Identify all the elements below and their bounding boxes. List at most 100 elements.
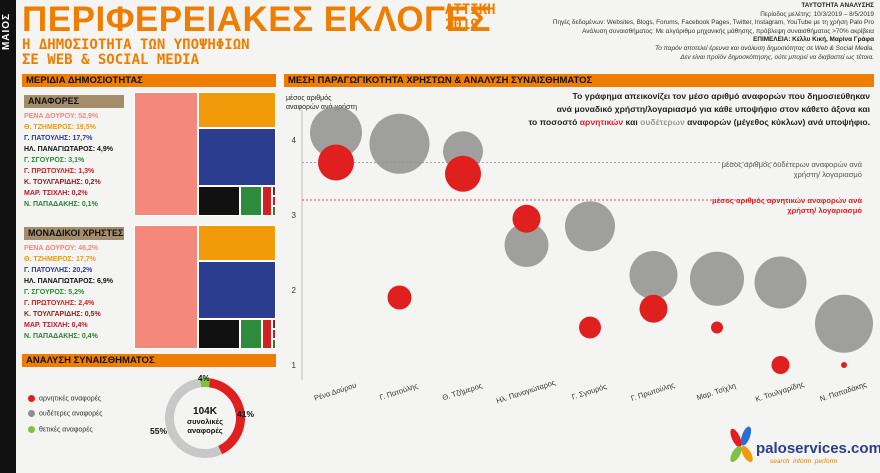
mentions-legend-item: Γ. ΠΑΤΟΥΛΗΣ: 17,7% — [24, 135, 93, 142]
mentions-tile — [240, 186, 262, 216]
palo-logo-icon — [730, 426, 753, 463]
bubble-chart: 1 2 3 4 Ρένα Δούρου Γ. Πατούλης Θ. Τζήμερος Ηλ.… — [292, 106, 873, 406]
donut-center-text-2: αναφορές — [187, 426, 222, 435]
yaxis-title-2: αναφορών ανά χρήστη — [286, 104, 357, 111]
x-category-label: Ν. Παπαδάκης — [819, 380, 869, 404]
users-legend-item: Γ. ΣΓΟΥΡΟΣ: 5,2% — [24, 289, 85, 296]
main-section-title: ΜΕΣΗ ΠΑΡΑΓΩΓΙΚΟΤΗΤΑ ΧΡΗΣΤΩΝ & ΑΝΑΛΥΣΗ ΣΥ… — [284, 74, 874, 87]
side-label: ΜΑΙΟΣ — [1, 12, 13, 51]
users-legend-item: ΗΛ. ΠΑΝΑΓΙΩΤΑΡΟΣ: 6,9% — [24, 278, 113, 285]
page-subtitle-2: ΣΕ WEB & SOCIAL MEDIA — [22, 52, 200, 68]
sentiment-legend-item: ουδέτερες αναφορές — [28, 410, 103, 418]
neutral-bubble — [815, 294, 873, 353]
sentiment-section-title: ΑΝΑΛΥΣΗ ΣΥΝΑΙΣΘΗΜΑΤΟΣ — [22, 354, 276, 367]
donut-negative-label: 41% — [237, 409, 254, 419]
explain-line-1: Το γράφημα απεικονίζει τον μέσο αριθμό α… — [572, 91, 870, 101]
neutral-bubble — [754, 256, 807, 309]
legend-dot-icon — [28, 425, 35, 433]
users-legend-item: ΜΑΡ. ΤΣΙΧΛΗ: 0,4% — [24, 322, 88, 329]
donut-neutral-segment — [165, 378, 223, 458]
neutral-bubble — [690, 251, 744, 306]
users-treemap — [134, 225, 276, 349]
mentions-legend-item: Γ. ΣΓΟΥΡΟΣ: 3,1% — [24, 157, 85, 164]
explain-line-2: ανά μοναδικό χρήστη/λογαριασμό για κάθε … — [556, 104, 870, 114]
neutral-bubble — [629, 251, 678, 299]
info-sources: Πηγές δεδομένων: Websites, Blogs, Forums… — [552, 19, 874, 27]
mentions-tile — [272, 196, 276, 206]
x-category-label: Ηλ. Παναγιώταρος — [495, 378, 557, 406]
sentiment-legend-item: θετικές αναφορές — [28, 425, 103, 433]
negative-bubble — [771, 356, 790, 374]
region-label: ΑΤΤΙΚΗ — [445, 2, 496, 18]
users-tile — [272, 339, 276, 349]
negative-bubble — [445, 155, 481, 192]
legend-dot-icon — [28, 395, 35, 402]
negative-bubble — [711, 321, 723, 334]
mentions-legend-item: ΡΕΝΑ ΔΟΥΡΟΥ: 52,9% — [24, 113, 99, 120]
users-tile — [272, 329, 276, 339]
mentions-legend-item: Ν. ΠΑΠΑΔΑΚΗΣ: 0,1% — [24, 201, 98, 208]
donut-center-value: 104K — [193, 406, 218, 417]
page-title: ΠΕΡΙΦΕΡΕΙΑΚΕΣ ΕΚΛΟΓΕΣ — [22, 0, 491, 39]
page-subtitle-1: Η ΔΗΜΟΣΙΟΤΗΤΑ ΤΩΝ ΥΠΟΨΗΦΙΩΝ — [22, 37, 250, 53]
side-bar: ΜΑΙΟΣ — [0, 0, 16, 473]
neutral-bubble — [565, 201, 615, 252]
sentiment-legend: αρνητικές αναφορές ουδέτερες αναφορές θετι… — [28, 395, 103, 441]
mentions-legend-item: Θ. ΤΖΗΜΕΡΟΣ: 19,5% — [24, 124, 96, 131]
mentions-legend-item: Γ. ΠΡΩΤΟΥΛΗΣ: 1,3% — [24, 168, 95, 175]
users-legend-item: ΡΕΝΑ ΔΟΥΡΟΥ: 46,2% — [24, 245, 99, 252]
mentions-tile — [262, 186, 272, 216]
mentions-legend-item: ΗΛ. ΠΑΝΑΓΙΩΤΑΡΟΣ: 4,9% — [24, 146, 113, 153]
users-legend-item: Γ. ΠΑΤΟΥΛΗΣ: 20,2% — [24, 267, 93, 274]
yaxis-title-1: μέσος αριθμός — [286, 95, 332, 102]
info-sentiment: Ανάλυση συναισθήματος: Με αλγόριθμο μηχα… — [582, 27, 874, 35]
analysis-info: ΤΑΥΤΟΤΗΤΑ ΑΝΑΛΥΣΗΣ Περίοδος μελέτης: 10/… — [514, 2, 874, 62]
y-tick-label: 3 — [292, 211, 297, 220]
neutral-bubble — [310, 106, 362, 159]
yaxis-title: μέσος αριθμός αναφορών ανά χρήστη — [286, 94, 357, 112]
mentions-tile — [198, 186, 240, 216]
users-tile — [134, 225, 198, 349]
donut-positive-segment — [199, 378, 211, 388]
year-label: 2019 — [445, 17, 479, 33]
donut-center-text-1: συνολικές — [187, 417, 223, 426]
negative-word: αρνητικών — [579, 117, 624, 127]
users-legend: ΡΕΝΑ ΔΟΥΡΟΥ: 46,2% Θ. ΤΖΗΜΕΡΟΣ: 17,7% Γ. Π… — [24, 243, 113, 342]
users-legend-item: Γ. ΠΡΩΤΟΥΛΗΣ: 2,4% — [24, 300, 95, 307]
x-category-label: Κ. Τουλγαρίδης — [754, 379, 805, 403]
neutral-bubble — [369, 113, 430, 174]
x-category-label: Μαρ. Τσίχλη — [695, 381, 737, 402]
y-tick-label: 1 — [292, 361, 297, 370]
users-legend-item: Θ. ΤΖΗΜΕΡΟΣ: 17,7% — [24, 256, 96, 263]
legend-dot-icon — [28, 410, 35, 418]
info-note-2: Δεν είναι προϊόν δημοσκόπησης, ούτε μπορ… — [680, 53, 874, 61]
x-category-label: Θ. Τζήμερος — [441, 381, 484, 403]
y-tick-label: 2 — [292, 286, 297, 295]
users-title: ΜΟΝΑΔΙΚΟΙ ΧΡΗΣΤΕΣ — [24, 227, 124, 240]
info-period: Περίοδος μελέτης: 10/3/2019 – 8/5/2019 — [760, 10, 874, 18]
info-note-1: Το παρόν αποτελεί έρευνα και ανάλυση δημ… — [654, 44, 874, 52]
negative-bubble — [841, 362, 847, 368]
y-tick-label: 4 — [292, 136, 297, 145]
negative-bubble — [579, 316, 601, 339]
negative-bubble — [318, 144, 354, 181]
mentions-legend-item: Κ. ΤΟΥΛΓΑΡΙΔΗΣ: 0,2% — [24, 179, 101, 186]
users-tile — [272, 319, 276, 329]
users-tile — [262, 319, 272, 349]
chart-explanation: Το γράφημα απεικονίζει τον μέσο αριθμό α… — [430, 90, 870, 129]
donut-positive-label: 4% — [198, 374, 210, 383]
mentions-legend-item: ΜΑΡ. ΤΣΙΧΛΗ: 0,2% — [24, 190, 88, 197]
neutral-avg-label: μέσος αριθμός ουδέτερων αναφορών ανά χρή… — [721, 160, 862, 179]
explain-line-3: το ποσοστό αρνητικών και ουδέτερων αναφο… — [528, 117, 870, 127]
x-category-label: Γ. Πατούλης — [378, 381, 419, 402]
mentions-tile — [272, 206, 276, 216]
info-editors: ΕΠΙΜΕΛΕΙΑ: Κέλλυ Κική, Μαρίνα Γράφα — [753, 36, 874, 44]
users-legend-item: Κ. ΤΟΥΛΓΑΡΙΔΗΣ: 0,5% — [24, 311, 101, 318]
mentions-tile — [198, 92, 276, 128]
negative-avg-label: μέσος αριθμός αρνητικών αναφορών ανά χρή… — [712, 196, 862, 215]
sentiment-donut: 104K συνολικές αναφορές 41% 55% 4% — [150, 374, 254, 458]
mentions-legend: ΡΕΝΑ ΔΟΥΡΟΥ: 52,9% Θ. ΤΖΗΜΕΡΟΣ: 19,5% Γ. Π… — [24, 111, 113, 210]
mentions-tile — [134, 92, 198, 216]
users-tile — [198, 261, 276, 319]
mentions-treemap — [134, 92, 276, 216]
